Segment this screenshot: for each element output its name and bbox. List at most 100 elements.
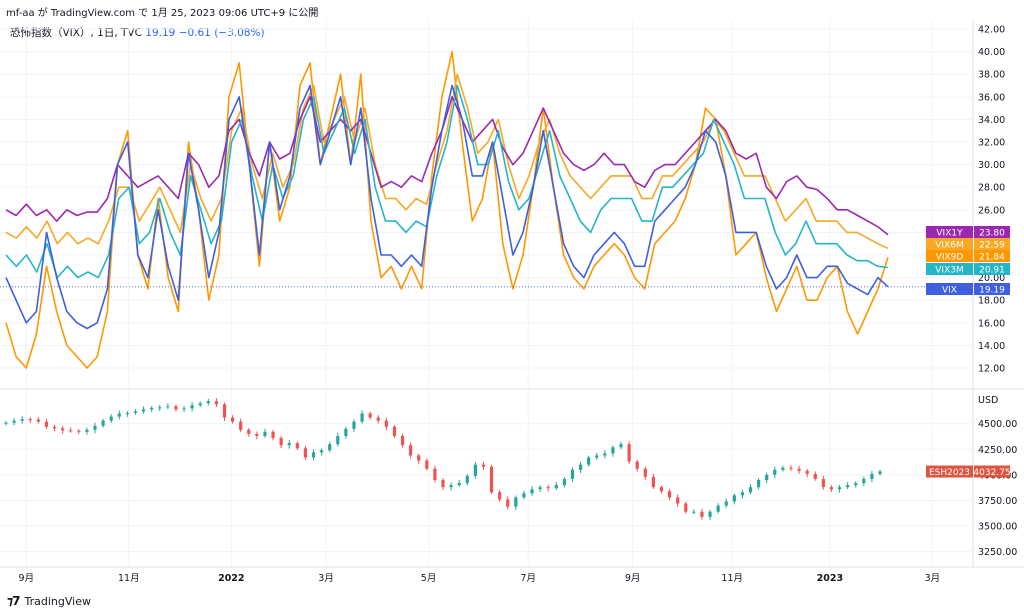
candle-body	[352, 421, 356, 429]
candle-body	[595, 455, 599, 458]
symbol-title: 恐怖指数（VIX）, 1日, TVC	[10, 27, 142, 39]
candle-body	[263, 431, 267, 436]
candle-body	[554, 485, 558, 489]
candle-body	[433, 468, 437, 480]
candle-body	[659, 487, 664, 492]
unit-label: USD	[978, 395, 998, 406]
candle-body	[93, 425, 97, 430]
tag-value: 20.91	[979, 266, 1005, 276]
candle-body	[44, 421, 49, 427]
symbol-legend: 恐怖指数（VIX）, 1日, TVC 19.19 −0.61 (−3.08%)	[10, 25, 265, 40]
candle-body	[117, 413, 121, 417]
tradingview-logo[interactable]: ⁊7 TradingView	[7, 594, 91, 608]
candle-body	[320, 450, 324, 453]
candle-body	[732, 495, 736, 502]
candle-body	[837, 487, 842, 490]
candle-body	[441, 480, 445, 488]
candle-body	[279, 438, 283, 446]
candle-body	[643, 468, 647, 477]
y-tick-label: 3250.00	[978, 547, 1017, 558]
tag-value-box	[974, 226, 1010, 238]
candle-body	[829, 487, 834, 490]
candle-body	[700, 511, 704, 517]
candle-body	[514, 497, 518, 507]
tag-value: 4032.75	[973, 468, 1010, 478]
candle-body	[570, 469, 575, 479]
tag-name: VIX6M	[935, 241, 963, 251]
candle-body	[409, 445, 413, 456]
candle-body	[692, 511, 696, 513]
candle-body	[457, 483, 461, 486]
candle-body	[360, 413, 364, 422]
brand-name: TradingView	[24, 594, 91, 608]
es-candles	[4, 398, 882, 521]
tag-name-box	[926, 238, 973, 250]
tag-name-box	[926, 465, 973, 478]
candle-body	[797, 468, 801, 471]
candle-body	[449, 485, 453, 488]
candle-body	[158, 407, 162, 409]
x-tick-label: 11月	[118, 573, 140, 584]
candle-body	[821, 478, 825, 488]
candle-body	[619, 444, 623, 448]
tag-name-box	[926, 263, 973, 275]
price-tag-vix: VIX 19.19	[926, 283, 1010, 296]
candle-body	[538, 487, 542, 490]
y-tick-label: 36.00	[978, 92, 1005, 103]
publish-header: mf-aa が TradingView.com で 1月 25, 2023 09…	[6, 8, 319, 19]
y-tick-label: 3500.00	[978, 522, 1017, 533]
tag-name: VIX	[942, 286, 957, 296]
y-tick-label: 14.00	[978, 341, 1005, 352]
tag-name: VIX9D	[936, 253, 964, 263]
tag-value-box	[974, 263, 1010, 275]
candle-body	[546, 487, 550, 489]
y-tick-label: 42.00	[978, 25, 1005, 36]
candle-body	[133, 411, 138, 413]
y-tick-label: 38.00	[978, 70, 1005, 81]
candle-body	[85, 429, 89, 432]
candle-body	[336, 435, 340, 445]
candle-body	[344, 428, 348, 436]
candle-body	[150, 407, 154, 410]
candle-body	[230, 417, 235, 422]
candle-body	[20, 419, 24, 421]
candle-body	[12, 420, 16, 423]
candle-body	[255, 433, 259, 436]
candle-body	[724, 501, 728, 506]
x-tick-label: 11月	[721, 573, 743, 584]
candle-body	[635, 461, 639, 469]
candle-body	[603, 453, 607, 456]
candle-body	[182, 408, 186, 410]
candle-body	[271, 431, 275, 439]
legend-change: −0.61 (−3.08%)	[178, 27, 265, 39]
candle-body	[578, 464, 583, 470]
candle-body	[498, 492, 502, 500]
candle-body	[854, 483, 858, 486]
candle-body	[667, 491, 672, 498]
candle-body	[748, 487, 753, 493]
candle-body	[805, 470, 809, 474]
vix-lines	[0, 50, 973, 369]
candle-body	[141, 409, 146, 412]
tag-value: 22.59	[979, 241, 1005, 251]
price-tag-vix3m: VIX3M 20.91	[926, 263, 1010, 276]
candle-body	[392, 426, 397, 436]
grid-lines	[0, 20, 1024, 568]
candle-body	[384, 420, 388, 427]
candle-body	[506, 499, 510, 507]
candle-body	[740, 492, 745, 496]
candle-body	[465, 475, 469, 484]
candle-body	[52, 426, 57, 429]
candle-body	[773, 469, 777, 475]
candle-body	[862, 478, 866, 484]
tag-name: VIX3M	[935, 266, 963, 276]
candle-body	[522, 493, 526, 498]
candle-body	[109, 416, 113, 421]
candle-body	[328, 444, 332, 451]
candle-body	[247, 429, 251, 434]
price-tag-vix6m: VIX6M 22.59	[926, 238, 1010, 251]
candle-body	[781, 467, 785, 470]
y-tick-label: 26.00	[978, 205, 1005, 216]
y-tick-label: 40.00	[978, 47, 1005, 58]
